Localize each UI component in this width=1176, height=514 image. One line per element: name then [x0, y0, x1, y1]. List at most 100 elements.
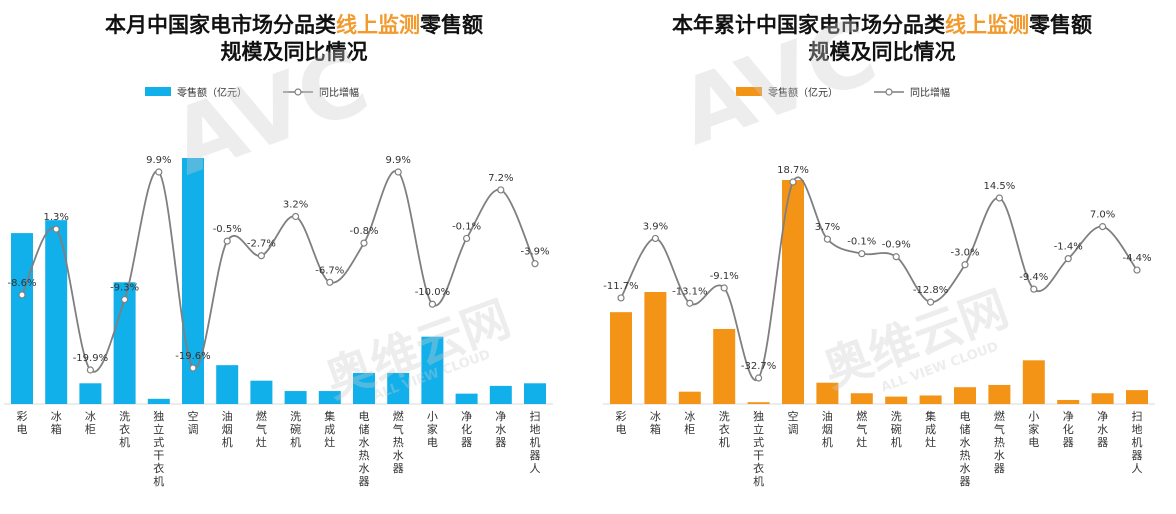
growth-point-油烟机 [223, 237, 231, 245]
category-label: 小家电 [1028, 410, 1039, 449]
legend-bar-label: 零售额（亿元） [177, 88, 247, 99]
bar-油烟机 [816, 382, 839, 404]
growth-point-净化器 [463, 234, 471, 243]
growth-point-空调 [189, 364, 197, 372]
growth-line [21, 170, 536, 373]
bar-洗衣机 [713, 328, 736, 404]
legend-bar-swatch [736, 87, 762, 96]
bar-净化器 [1057, 399, 1080, 404]
growth-label: 7.2% [488, 173, 513, 184]
growth-point-扫地机器人 [531, 260, 539, 268]
growth-point-彩电 [18, 291, 26, 299]
bar-冰柜 [79, 383, 102, 404]
bar-燃气热水器 [988, 384, 1011, 404]
growth-label: -9.4% [1019, 272, 1048, 283]
growth-label: -13.1% [672, 286, 707, 297]
growth-label: -0.9% [882, 240, 911, 251]
category-label: 扫地机器人 [530, 410, 541, 475]
bar-冰箱 [644, 292, 667, 404]
bar-空调 [782, 180, 804, 404]
category-label: 独立式干衣机 [153, 410, 164, 488]
category-label: 洗碗机 [891, 410, 902, 449]
growth-point-燃气热水器 [995, 194, 1003, 202]
bar-冰箱 [45, 220, 68, 404]
growth-label: -19.6% [175, 351, 210, 362]
growth-point-净水器 [497, 186, 505, 194]
growth-point-电储水热水器 [360, 239, 368, 247]
growth-point-彩电 [617, 294, 625, 302]
combo-chart-right: -11.7% 3.9% -13.1%-9.1% -32.7% 18.7% 3.7% -0.1… [603, 165, 1155, 488]
growth-point-扫地机器人 [1133, 266, 1141, 274]
bar-燃气热水器 [387, 372, 410, 404]
bar-电储水热水器 [353, 372, 375, 404]
growth-point-独立式干衣机 [755, 374, 763, 382]
growth-label: -1.4% [1054, 242, 1083, 253]
title-text-a: 本年累计中国家电市场分品类 [672, 13, 945, 37]
bar-空调 [182, 158, 204, 404]
category-label: 净水器 [1097, 409, 1108, 449]
bar-净化器 [455, 393, 478, 404]
title-line2: 规模及同比情况 [808, 40, 956, 64]
bar-净水器 [1091, 393, 1114, 404]
growth-label: -9.1% [710, 271, 739, 282]
category-label: 燃气灶 [256, 409, 267, 449]
bar-集成灶 [318, 391, 341, 404]
chart-title-right: 本年累计中国家电市场分品类线上监测零售额 规模及同比情况 [588, 12, 1176, 66]
category-label: 净水器 [495, 409, 506, 449]
bar-油烟机 [216, 365, 239, 404]
category-label: 燃气热水器 [393, 409, 404, 475]
growth-label: 3.9% [643, 221, 668, 232]
category-label: 集成灶 [925, 409, 936, 449]
combo-chart-left: -8.6% 1.3% -19.9% -9.3% 9.9% -19.6% -0.5% -2.7%… [4, 155, 553, 488]
growth-point-净化器 [1064, 255, 1072, 263]
growth-point-集成灶 [326, 278, 334, 286]
growth-point-冰柜 [86, 366, 95, 374]
title-highlight: 线上监测 [945, 13, 1029, 37]
legend-line-label: 同比增幅 [910, 88, 950, 99]
category-label: 电储水热水器 [359, 410, 370, 488]
growth-label: -11.7% [603, 281, 638, 292]
growth-point-燃气灶 [858, 250, 866, 258]
bar-洗衣机 [113, 282, 136, 404]
growth-label: 7.0% [1090, 210, 1115, 221]
legend-line-label: 同比增幅 [319, 88, 359, 99]
bar-独立式干衣机 [147, 398, 170, 404]
right-chart-panel: 本年累计中国家电市场分品类线上监测零售额 规模及同比情况 零售额（亿元） 同比增… [588, 0, 1176, 514]
category-label: 彩电 [17, 410, 28, 436]
category-label: 冰柜 [85, 410, 96, 436]
bar-彩电 [610, 312, 632, 404]
category-label: 集成灶 [324, 409, 335, 449]
growth-point-洗碗机 [892, 253, 900, 261]
growth-label: -0.1% [847, 237, 876, 248]
growth-point-小家电 [1030, 285, 1038, 293]
growth-label: -9.3% [110, 283, 139, 294]
category-label: 小家电 [427, 410, 438, 449]
title-highlight: 线上监测 [336, 13, 420, 37]
bar-燃气灶 [250, 380, 273, 404]
growth-point-电储水热水器 [961, 261, 969, 269]
legend-line-icon [283, 88, 313, 96]
category-label: 彩电 [616, 410, 627, 436]
bar-冰柜 [678, 391, 701, 404]
growth-label: -32.7% [741, 361, 776, 372]
legend-bar-label: 零售额（亿元） [768, 88, 838, 99]
growth-label: -10.0% [415, 287, 450, 298]
bar-电储水热水器 [954, 387, 976, 404]
growth-label: -19.9% [73, 353, 108, 364]
bar-小家电 [421, 336, 444, 404]
growth-label: 3.7% [815, 222, 840, 233]
title-line2: 规模及同比情况 [220, 40, 368, 64]
growth-line [620, 176, 1138, 382]
growth-label: -0.8% [349, 226, 378, 237]
bar-小家电 [1022, 360, 1045, 404]
category-label: 洗衣机 [119, 410, 130, 449]
category-label: 洗碗机 [290, 410, 301, 449]
bar-扫地机器人 [1126, 390, 1148, 404]
bar-洗碗机 [284, 391, 307, 404]
bar-彩电 [11, 233, 33, 404]
growth-point-冰箱 [651, 234, 660, 243]
legend-bar-swatch [145, 87, 171, 96]
growth-point-独立式干衣机 [155, 168, 163, 176]
category-label: 燃气灶 [856, 409, 867, 449]
title-text-b: 零售额 [1029, 13, 1092, 37]
